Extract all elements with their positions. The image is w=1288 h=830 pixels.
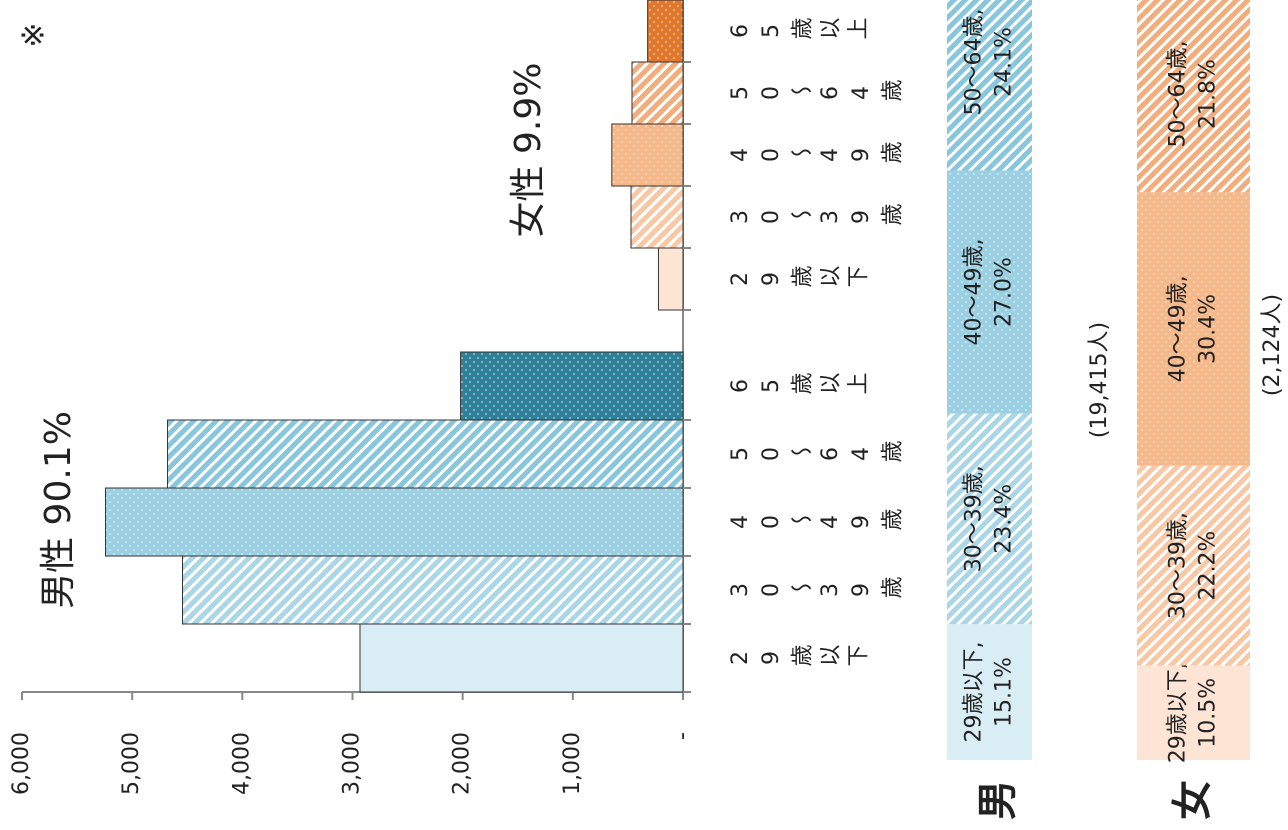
- x-category-label: 30～39歳: [728, 577, 908, 603]
- x-tick-label: 6,000: [9, 732, 34, 795]
- x-category-label: 50～64歳: [728, 441, 908, 467]
- segment-label: 30～39歳,: [962, 465, 987, 572]
- series-title: 男性 90.1%: [38, 411, 79, 609]
- bar: [460, 351, 684, 421]
- stacked-total: (19,415人): [1087, 322, 1112, 438]
- segment-label: 50～64歳,: [962, 9, 987, 116]
- segment-label: 29歳以下,: [1166, 662, 1191, 763]
- segment-label: 40～49歳,: [1166, 275, 1191, 382]
- stacked-segment: [1137, 665, 1250, 760]
- stacked-segment: [1137, 465, 1250, 666]
- x-category-label: 40～49歳: [728, 509, 908, 535]
- bar: [630, 185, 684, 249]
- stacked-segment: [947, 170, 1032, 414]
- segment-value-label: 24.1%: [992, 27, 1017, 97]
- bar: [631, 61, 684, 125]
- stacked-name: 男: [975, 780, 1021, 820]
- x-category-label: 50～64歳: [728, 80, 908, 106]
- x-category-label: 30～39歳: [728, 204, 908, 230]
- segment-value-label: 22.2%: [1196, 531, 1221, 601]
- x-category-label: 65歳以上: [728, 373, 874, 399]
- stacked-name: 女: [1170, 780, 1216, 820]
- stacked-segment: [947, 413, 1032, 625]
- segment-value-label: 30.4%: [1196, 294, 1221, 364]
- x-category-label: 29歳以下: [728, 266, 874, 292]
- segment-value-label: 10.5%: [1196, 678, 1221, 748]
- x-category-label: 65歳以上: [728, 18, 874, 44]
- x-tick-label: 5,000: [119, 732, 144, 795]
- bar: [182, 555, 684, 625]
- x-tick-label: 1,000: [560, 732, 585, 795]
- x-tick-label: 3,000: [340, 732, 365, 795]
- segment-value-label: 23.4%: [992, 484, 1017, 554]
- stacked-segment: [947, 0, 1032, 171]
- bar: [657, 247, 684, 311]
- bar: [359, 623, 684, 693]
- stacked-total: (2,124人): [1260, 294, 1285, 396]
- x-category-label: 40～49歳: [728, 142, 908, 168]
- bar: [647, 0, 684, 63]
- segment-label: 29歳以下,: [962, 642, 987, 743]
- bar: [167, 419, 684, 489]
- stacked-segment: [1137, 192, 1250, 466]
- x-tick-label: 2,000: [450, 732, 475, 795]
- x-category-label: 29歳以下: [728, 645, 874, 671]
- segment-label: 50～64歳,: [1166, 41, 1191, 148]
- x-tick-label: 4,000: [229, 732, 254, 795]
- note: ※: [17, 22, 52, 47]
- segment-value-label: 15.1%: [992, 657, 1017, 727]
- x-tick-label: -: [670, 732, 695, 740]
- bar: [105, 487, 684, 557]
- segment-value-label: 21.8%: [1196, 59, 1221, 129]
- segment-label: 40～49歳,: [962, 239, 987, 346]
- bar: [611, 123, 684, 187]
- stacked-segment: [947, 624, 1032, 760]
- segment-label: 30～39歳,: [1166, 512, 1191, 619]
- series-title: 女性 9.9%: [508, 63, 549, 238]
- segment-value-label: 27.0%: [992, 257, 1017, 327]
- stacked-segment: [1137, 0, 1250, 193]
